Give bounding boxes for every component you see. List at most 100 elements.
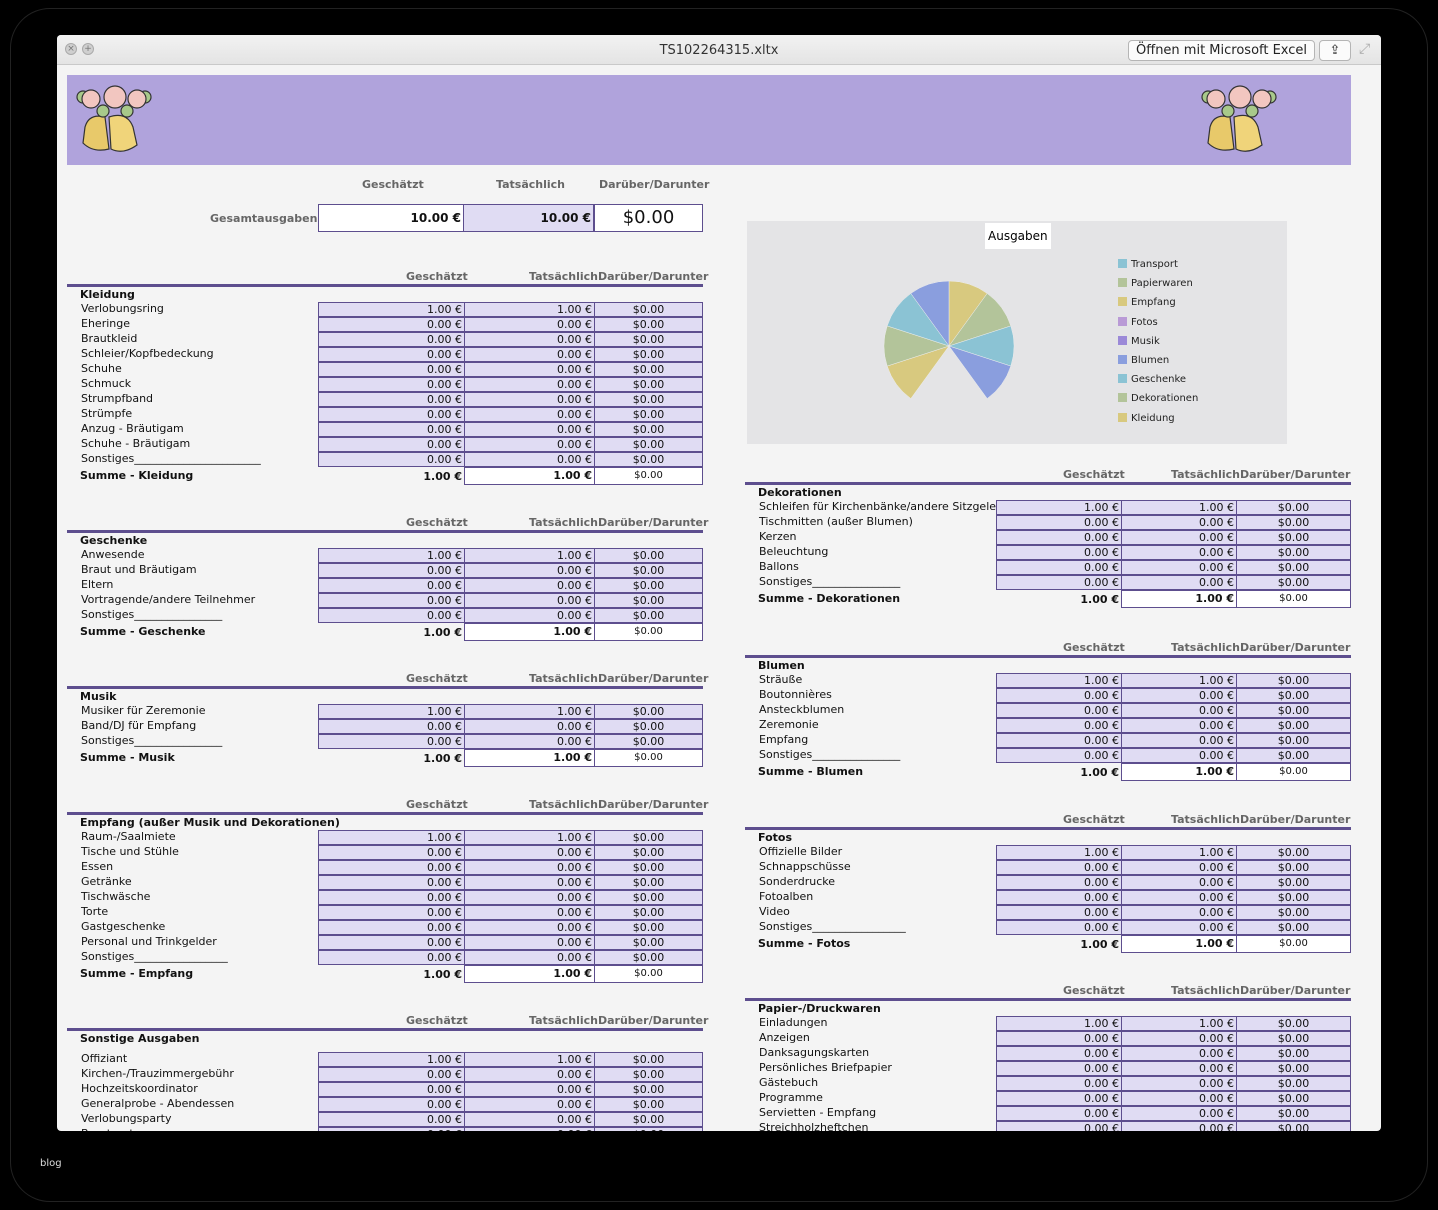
estimated-cell[interactable]: 0.00 € <box>996 530 1122 545</box>
actual-cell[interactable]: 0.00 € <box>1121 920 1237 935</box>
estimated-cell[interactable]: 0.00 € <box>318 422 465 437</box>
actual-cell[interactable]: 0.00 € <box>464 719 595 734</box>
total-actual-cell[interactable]: 1.00 € <box>464 467 595 485</box>
estimated-cell[interactable]: 0.00 € <box>318 734 465 749</box>
estimated-cell[interactable]: 0.00 € <box>996 718 1122 733</box>
actual-cell[interactable]: 0.00 € <box>1121 748 1237 763</box>
diff-cell[interactable]: $0.00 <box>1236 515 1351 530</box>
diff-cell[interactable]: $0.00 <box>594 407 703 422</box>
estimated-cell[interactable]: 0.00 € <box>318 347 465 362</box>
estimated-cell[interactable]: 0.00 € <box>996 890 1122 905</box>
diff-cell[interactable]: $0.00 <box>594 860 703 875</box>
actual-cell[interactable]: 0.00 € <box>1121 860 1237 875</box>
fullscreen-icon[interactable]: ⤢ <box>1359 41 1371 57</box>
actual-cell[interactable]: 0.00 € <box>1121 875 1237 890</box>
actual-cell[interactable]: 0.00 € <box>464 377 595 392</box>
total-diff-cell[interactable]: $0.00 <box>594 467 703 485</box>
total-diff-cell[interactable]: $0.00 <box>1236 590 1351 608</box>
estimated-cell[interactable]: 0.00 € <box>318 875 465 890</box>
total-estimated-cell[interactable]: 1.00 € <box>423 626 462 639</box>
diff-cell[interactable]: $0.00 <box>594 1052 703 1067</box>
estimated-cell[interactable]: 0.00 € <box>996 905 1122 920</box>
estimated-cell[interactable]: 0.00 € <box>318 1067 465 1082</box>
estimated-cell[interactable]: 0.00 € <box>318 860 465 875</box>
total-actual-cell[interactable]: 1.00 € <box>1121 935 1237 953</box>
estimated-cell[interactable]: 1.00 € <box>318 830 465 845</box>
actual-cell[interactable]: 0.00 € <box>1121 688 1237 703</box>
share-button[interactable]: ⇪ <box>1319 40 1351 61</box>
actual-cell[interactable]: 0.00 € <box>1121 1091 1237 1106</box>
actual-cell[interactable]: 1.00 € <box>464 548 595 563</box>
diff-cell[interactable]: $0.00 <box>1236 530 1351 545</box>
estimated-cell[interactable]: 0.00 € <box>996 1106 1122 1121</box>
diff-cell[interactable]: $0.00 <box>1236 673 1351 688</box>
estimated-cell[interactable]: 0.00 € <box>318 719 465 734</box>
diff-cell[interactable]: $0.00 <box>1236 575 1351 590</box>
actual-cell[interactable]: 0.00 € <box>1121 1076 1237 1091</box>
diff-cell[interactable]: $0.00 <box>1236 748 1351 763</box>
actual-cell[interactable]: 0.00 € <box>464 452 595 467</box>
estimated-cell[interactable]: 0.00 € <box>318 1112 465 1127</box>
estimated-cell[interactable]: 0.00 € <box>318 1097 465 1112</box>
estimated-cell[interactable]: 0.00 € <box>318 1082 465 1097</box>
actual-cell[interactable]: 0.00 € <box>464 905 595 920</box>
total-estimated-cell[interactable]: 1.00 € <box>423 968 462 981</box>
diff-cell[interactable]: $0.00 <box>1236 718 1351 733</box>
actual-cell[interactable]: 1.00 € <box>1121 845 1237 860</box>
estimated-cell[interactable]: 0.00 € <box>996 860 1122 875</box>
estimated-cell[interactable]: 0.00 € <box>318 593 465 608</box>
estimated-cell[interactable]: 0.00 € <box>996 920 1122 935</box>
actual-cell[interactable]: 0.00 € <box>1121 1031 1237 1046</box>
actual-cell[interactable]: 1.00 € <box>1121 1016 1237 1031</box>
total-diff[interactable]: $0.00 <box>594 204 703 232</box>
actual-cell[interactable]: 1.00 € <box>1121 673 1237 688</box>
actual-cell[interactable]: 0.00 € <box>464 422 595 437</box>
estimated-cell[interactable]: 0.00 € <box>318 332 465 347</box>
total-actual-cell[interactable]: 1.00 € <box>1121 590 1237 608</box>
diff-cell[interactable]: $0.00 <box>594 593 703 608</box>
actual-cell[interactable]: 0.00 € <box>1121 560 1237 575</box>
diff-cell[interactable]: $0.00 <box>1236 1076 1351 1091</box>
estimated-cell[interactable]: 0.00 € <box>996 688 1122 703</box>
diff-cell[interactable]: $0.00 <box>594 905 703 920</box>
diff-cell[interactable]: $0.00 <box>594 608 703 623</box>
actual-cell[interactable]: 0.00 € <box>464 860 595 875</box>
actual-cell[interactable]: 0.00 € <box>464 1127 595 1131</box>
estimated-cell[interactable]: 0.00 € <box>996 1091 1122 1106</box>
estimated-cell[interactable]: 0.00 € <box>318 377 465 392</box>
total-estimated-cell[interactable]: 1.00 € <box>1080 766 1119 779</box>
estimated-cell[interactable]: 1.00 € <box>996 1016 1122 1031</box>
total-diff-cell[interactable]: $0.00 <box>1236 763 1351 781</box>
actual-cell[interactable]: 0.00 € <box>464 1082 595 1097</box>
estimated-cell[interactable]: 0.00 € <box>318 935 465 950</box>
total-estimated-cell[interactable]: 1.00 € <box>423 752 462 765</box>
actual-cell[interactable]: 0.00 € <box>464 362 595 377</box>
actual-cell[interactable]: 0.00 € <box>464 734 595 749</box>
actual-cell[interactable]: 0.00 € <box>464 347 595 362</box>
actual-cell[interactable]: 0.00 € <box>1121 1121 1237 1131</box>
estimated-cell[interactable]: 0.00 € <box>318 578 465 593</box>
total-diff-cell[interactable]: $0.00 <box>1236 935 1351 953</box>
actual-cell[interactable]: 1.00 € <box>1121 500 1237 515</box>
diff-cell[interactable]: $0.00 <box>594 452 703 467</box>
diff-cell[interactable]: $0.00 <box>1236 688 1351 703</box>
estimated-cell[interactable]: 0.00 € <box>318 950 465 965</box>
estimated-cell[interactable]: 0.00 € <box>318 845 465 860</box>
diff-cell[interactable]: $0.00 <box>594 1127 703 1131</box>
estimated-cell[interactable]: 1.00 € <box>318 1052 465 1067</box>
total-diff-cell[interactable]: $0.00 <box>594 749 703 767</box>
estimated-cell[interactable]: 0.00 € <box>996 1031 1122 1046</box>
actual-cell[interactable]: 0.00 € <box>464 920 595 935</box>
diff-cell[interactable]: $0.00 <box>594 935 703 950</box>
estimated-cell[interactable]: 0.00 € <box>318 608 465 623</box>
diff-cell[interactable]: $0.00 <box>594 1097 703 1112</box>
actual-cell[interactable]: 0.00 € <box>464 578 595 593</box>
estimated-cell[interactable]: 1.00 € <box>318 704 465 719</box>
open-in-excel-button[interactable]: Öffnen mit Microsoft Excel <box>1128 40 1316 61</box>
estimated-cell[interactable]: 0.00 € <box>318 452 465 467</box>
estimated-cell[interactable]: 0.00 € <box>996 575 1122 590</box>
estimated-cell[interactable]: 1.00 € <box>996 845 1122 860</box>
diff-cell[interactable]: $0.00 <box>1236 733 1351 748</box>
diff-cell[interactable]: $0.00 <box>594 920 703 935</box>
estimated-cell[interactable]: 1.00 € <box>318 548 465 563</box>
